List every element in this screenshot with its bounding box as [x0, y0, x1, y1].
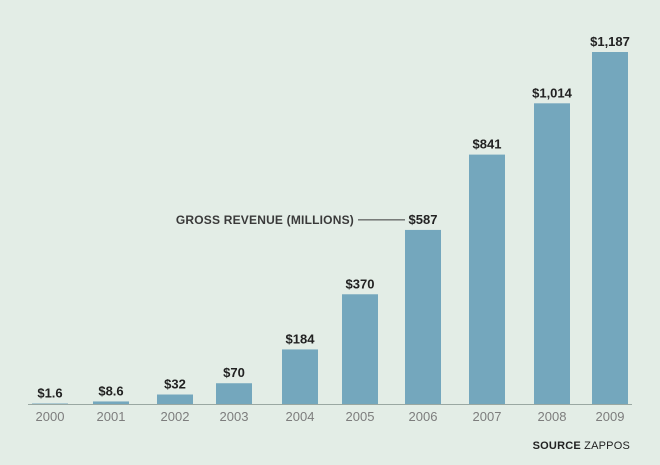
x-tick-label-2008: 2008: [538, 409, 567, 424]
x-tick-label-2004: 2004: [286, 409, 315, 424]
bar-2003: [216, 383, 252, 404]
source-credit: SOURCE ZAPPOS: [533, 440, 630, 452]
value-label-2008: $1,014: [532, 85, 573, 100]
value-label-2007: $841: [473, 137, 502, 152]
source-label: SOURCE: [532, 440, 581, 452]
value-label-2000: $1.6: [37, 386, 62, 401]
bar-2002: [157, 394, 193, 404]
value-label-2005: $370: [346, 276, 375, 291]
x-tick-label-2006: 2006: [409, 409, 438, 424]
x-tick-label-2002: 2002: [161, 409, 190, 424]
bar-2005: [342, 294, 378, 404]
bar-2006: [405, 229, 441, 404]
x-tick-label-2005: 2005: [346, 409, 375, 424]
value-label-2004: $184: [286, 331, 316, 346]
series-annotation-label: GROSS REVENUE (MILLIONS): [176, 213, 354, 227]
value-label-2006: $587: [409, 212, 438, 227]
annotation-layer: GROSS REVENUE (MILLIONS): [176, 213, 405, 227]
bar-2001: [93, 401, 129, 404]
x-tick-label-2007: 2007: [473, 409, 502, 424]
bar-2004: [282, 349, 318, 404]
ticks-layer: 2000 2001 2002 2003 2004 2005 2006 2007 2008 2009: [36, 409, 625, 424]
value-label-2001: $8.6: [98, 383, 123, 398]
bar-2007: [469, 154, 505, 404]
source-name: ZAPPOS: [584, 440, 630, 452]
value-label-2002: $32: [164, 377, 186, 392]
value-label-2009: $1,187: [590, 34, 630, 49]
bars-layer: [32, 52, 628, 405]
bar-2008: [534, 103, 570, 405]
x-tick-label-2001: 2001: [97, 409, 126, 424]
value-label-2003: $70: [223, 365, 245, 380]
bar-2000: [32, 403, 68, 404]
x-tick-label-2003: 2003: [220, 409, 249, 424]
labels-layer: $1.6 $8.6 $32 $70 $184 $370 $587 $841 $1,014 $1,1…: [37, 34, 630, 401]
bar-2009: [592, 52, 628, 404]
x-tick-label-2000: 2000: [36, 409, 65, 424]
x-tick-label-2009: 2009: [596, 409, 625, 424]
